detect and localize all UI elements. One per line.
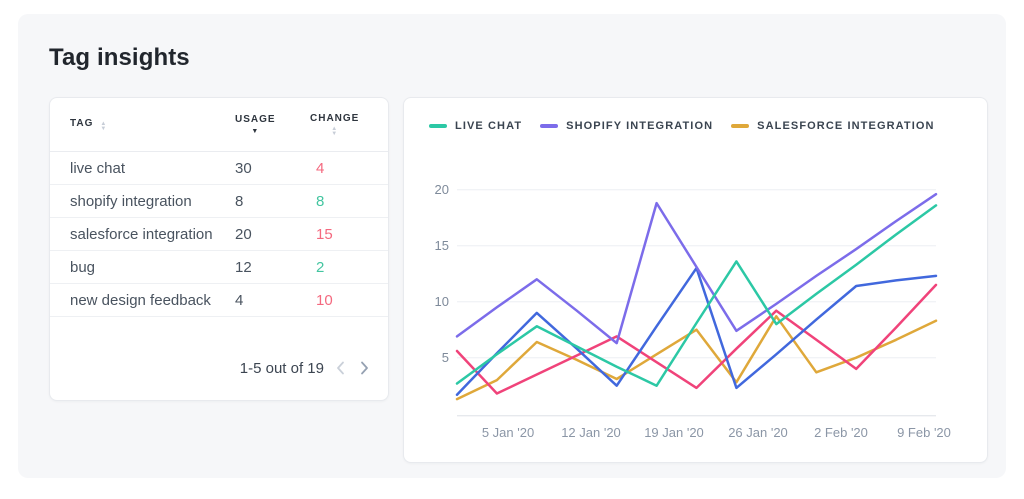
tag-name: bug (70, 258, 96, 276)
legend-swatch (540, 124, 559, 128)
svg-text:9 Feb '20: 9 Feb '20 (897, 425, 951, 440)
legend-item[interactable]: SHOPIFY INTEGRATION (540, 120, 713, 132)
sort-icon: ▲ ▼ (100, 120, 108, 132)
table-row[interactable]: bug 12 2 (50, 251, 388, 284)
sort-icon: ▲ ▼ (331, 125, 339, 137)
column-header-change-label: CHANGE (310, 112, 360, 124)
svg-text:12 Jan '20: 12 Jan '20 (561, 425, 621, 440)
chevron-right-icon (361, 361, 368, 375)
chevron-left-icon (337, 361, 344, 375)
legend-item[interactable]: LIVE CHAT (429, 120, 522, 132)
svg-text:20: 20 (435, 182, 449, 197)
tag-insights-panel: Tag insights TAG ▲ ▼ USAGE ▼ CHANGE ▲ ▼ liv… (18, 14, 1006, 478)
table-row[interactable]: live chat 30 4 (50, 152, 388, 185)
change-value: 8 (316, 192, 325, 210)
column-header-usage-label: USAGE (235, 114, 276, 125)
usage-value: 12 (235, 258, 252, 276)
column-header-usage[interactable]: USAGE ▼ (235, 114, 276, 135)
svg-text:19 Jan '20: 19 Jan '20 (644, 425, 704, 440)
svg-text:10: 10 (435, 294, 449, 309)
sort-desc-icon: ▼ (251, 128, 260, 135)
tag-table-card: TAG ▲ ▼ USAGE ▼ CHANGE ▲ ▼ live chat 30 4 s (49, 97, 389, 401)
table-row[interactable]: new design feedback 4 10 (50, 284, 388, 317)
usage-value: 8 (235, 192, 244, 210)
tag-name: new design feedback (70, 291, 211, 309)
usage-value: 4 (235, 291, 244, 309)
change-value: 4 (316, 159, 325, 177)
change-cell: 8 (310, 193, 368, 210)
svg-text:26 Jan '20: 26 Jan '20 (728, 425, 788, 440)
chart-legend: LIVE CHAT SHOPIFY INTEGRATION SALESFORCE… (429, 120, 935, 132)
table-header-row: TAG ▲ ▼ USAGE ▼ CHANGE ▲ ▼ (50, 98, 388, 152)
legend-item[interactable]: SALESFORCE INTEGRATION (731, 120, 934, 132)
change-value: 10 (316, 291, 333, 309)
legend-swatch (731, 124, 750, 128)
svg-text:15: 15 (435, 238, 449, 253)
change-cell: 15 (310, 226, 368, 243)
pagination-label: 1-5 out of 19 (239, 359, 324, 377)
svg-text:2 Feb '20: 2 Feb '20 (814, 425, 868, 440)
tag-name: salesforce integration (70, 225, 213, 243)
column-header-tag-label: TAG (70, 117, 94, 129)
table-row[interactable]: salesforce integration 20 15 (50, 218, 388, 251)
usage-value: 30 (235, 159, 252, 177)
change-value: 2 (316, 258, 325, 276)
page-title: Tag insights (49, 44, 190, 71)
tag-name: live chat (70, 159, 126, 177)
legend-label: LIVE CHAT (455, 120, 523, 132)
usage-value: 20 (235, 225, 252, 243)
change-cell: 10 (310, 292, 368, 309)
next-page-button[interactable] (357, 358, 372, 378)
tag-name: shopify integration (70, 192, 192, 210)
line-chart[interactable]: 5 10 15 20 5 Jan '20 12 Jan '20 19 Jan '20 26 J… (404, 98, 987, 462)
table-row[interactable]: shopify integration 8 8 (50, 185, 388, 218)
svg-text:5 Jan '20: 5 Jan '20 (482, 425, 534, 440)
column-header-tag[interactable]: TAG ▲ ▼ (70, 118, 235, 132)
change-cell: 4 (310, 160, 368, 177)
change-value: 15 (316, 225, 333, 243)
legend-label: SALESFORCE INTEGRATION (757, 120, 935, 132)
legend-label: SHOPIFY INTEGRATION (566, 120, 714, 132)
svg-text:5: 5 (442, 350, 449, 365)
column-header-change[interactable]: CHANGE ▲ ▼ (310, 113, 359, 137)
previous-page-button[interactable] (333, 358, 348, 378)
change-cell: 2 (310, 259, 368, 276)
tag-usage-chart-card: 5 10 15 20 5 Jan '20 12 Jan '20 19 Jan '20 26 J… (403, 97, 988, 463)
table-body: live chat 30 4 shopify integration 8 8 s… (50, 152, 388, 317)
legend-swatch (429, 124, 447, 128)
pagination: 1-5 out of 19 (240, 358, 372, 378)
